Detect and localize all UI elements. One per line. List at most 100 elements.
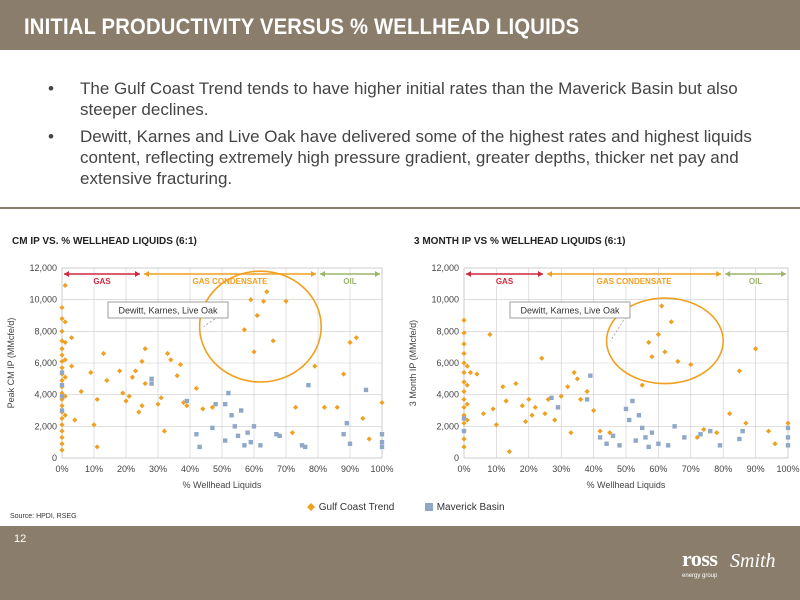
x-tick-label: 80% [714,464,732,474]
maverick-basin-point [698,432,703,437]
y-tick-label: 4,000 [436,390,459,400]
legend-gulf-coast: Gulf Coast Trend [318,502,395,513]
gulf-coast-point [283,298,289,304]
gulf-coast-point [571,369,577,376]
gulf-coast-point [142,346,148,352]
maverick-basin-point [555,405,561,410]
x-tick-label: 40% [181,464,199,474]
x-tick-label: 40% [585,464,603,474]
annotation-text: Dewitt, Karnes, Live Oak [520,306,620,316]
x-tick-label: 80% [309,464,327,474]
x-tick-label: 20% [520,464,538,474]
bullet-dot: • [48,127,54,146]
y-tick-label: 10,000 [29,295,57,305]
maverick-basin-point [656,441,661,446]
maverick-basin-point [274,432,279,437]
y-tick-label: 8,000 [34,326,57,336]
y-axis-label: 3 Month IP (MMcfe/d) [408,320,418,406]
gulf-coast-point [366,436,372,442]
maverick-basin-point [461,428,467,434]
maverick-basin-point [649,430,655,435]
maverick-basin-point [643,435,648,440]
maverick-basin-point [461,416,467,421]
bullet-text: The Gulf Coast Trend tends to have highe… [80,79,738,119]
gulf-coast-point [461,404,467,410]
zone-arrowhead-left [64,271,69,277]
y-tick-label: 12,000 [29,263,57,273]
maverick-basin-point [623,406,629,412]
gulf-coast-point [254,312,260,319]
maverick-basin-point [251,424,257,429]
maverick-basin-point [245,430,250,435]
chart-3-month-ip: 3 MONTH IP VS % WELLHEAD LIQUIDS (6:1) 0 2… [408,236,800,490]
slide-title: INITIAL PRODUCTIVITY VERSUS % WELLHEAD L… [24,14,580,39]
zone-label-bg [494,276,515,286]
gulf-coast-point [88,369,94,376]
gulf-coast-point [591,407,597,414]
gulf-coast-point [264,289,270,295]
title-bar: INITIAL PRODUCTIVITY VERSUS % WELLHEAD L… [0,0,800,50]
gulf-coast-point [694,434,700,441]
maverick-basin-point [149,376,154,382]
maverick-basin-point [584,397,590,402]
gulf-coast-point [461,436,467,442]
maverick-basin-point [379,432,385,437]
bullet-text: Dewitt, Karnes and Live Oak have deliver… [80,127,752,188]
zone-label-bg [745,276,766,286]
y-tick-label: 10,000 [431,295,459,305]
gulf-coast-point [123,398,129,404]
gulf-coast-point [59,441,65,447]
maverick-basin-point [303,444,308,450]
maverick-basin-point [223,438,228,443]
maverick-basin-point [59,382,65,388]
y-tick-label: 6,000 [34,358,57,368]
maverick-basin-point [630,398,635,404]
maverick-basin-point [59,408,65,413]
maverick-basin-point [740,428,745,434]
legend: Gulf Coast Trend Maverick Basin [306,502,505,513]
maverick-basin-point [708,428,713,434]
gulf-coast-point [461,420,467,426]
x-tick-label: 70% [682,464,700,474]
annotation-text: Dewitt, Karnes, Live Oak [118,306,218,316]
y-tick-label: 0 [52,453,57,463]
gulf-coast-point [552,417,558,423]
chart-cm-ip: CM IP VS. % WELLHEAD LIQUIDS (6:1) 0 2,000… [6,236,394,490]
zone-arrowhead-left [320,271,325,277]
zone-label-bg [340,276,360,286]
gulf-coast-point [753,346,759,352]
zone-arrowhead-left [466,271,471,277]
maverick-basin-point [223,401,228,407]
gulf-coast-point [467,369,474,376]
x-tick-label: 60% [649,464,667,474]
gulf-coast-point [341,371,347,377]
chart-title: 3 MONTH IP VS % WELLHEAD LIQUIDS (6:1) [414,236,626,247]
gulf-coast-point [558,393,564,399]
maverick-basin-point [640,425,645,431]
maverick-basin-point [549,395,554,401]
x-tick-label: 0% [457,464,470,474]
gulf-coast-point [184,403,190,409]
gulf-coast-point [584,388,590,395]
maverick-basin-point [197,444,202,450]
zone-arrowhead-right [716,271,722,277]
gulf-coast-point [772,441,778,447]
maverick-basin-point [610,433,616,439]
gulf-coast-point [293,404,299,410]
footer-bar [0,526,800,600]
gulf-coast-point [736,368,742,374]
annotation-box [509,301,631,319]
y-tick-label: 2,000 [436,421,459,431]
gulf-coast-point [165,350,171,357]
x-tick-label: 90% [747,464,765,474]
maverick-basin-point [627,417,632,423]
maverick-basin-point [617,443,622,448]
zone-label: GAS CONDENSATE [597,277,673,286]
x-tick-label: 10% [85,464,103,474]
maverick-basin-point [149,381,154,386]
company-logo: ross Smith energy group [682,546,786,586]
gulf-coast-point [714,430,720,436]
gulf-coast-point [353,335,359,341]
maverick-basin-point [597,435,603,440]
maverick-basin-point [258,443,263,448]
